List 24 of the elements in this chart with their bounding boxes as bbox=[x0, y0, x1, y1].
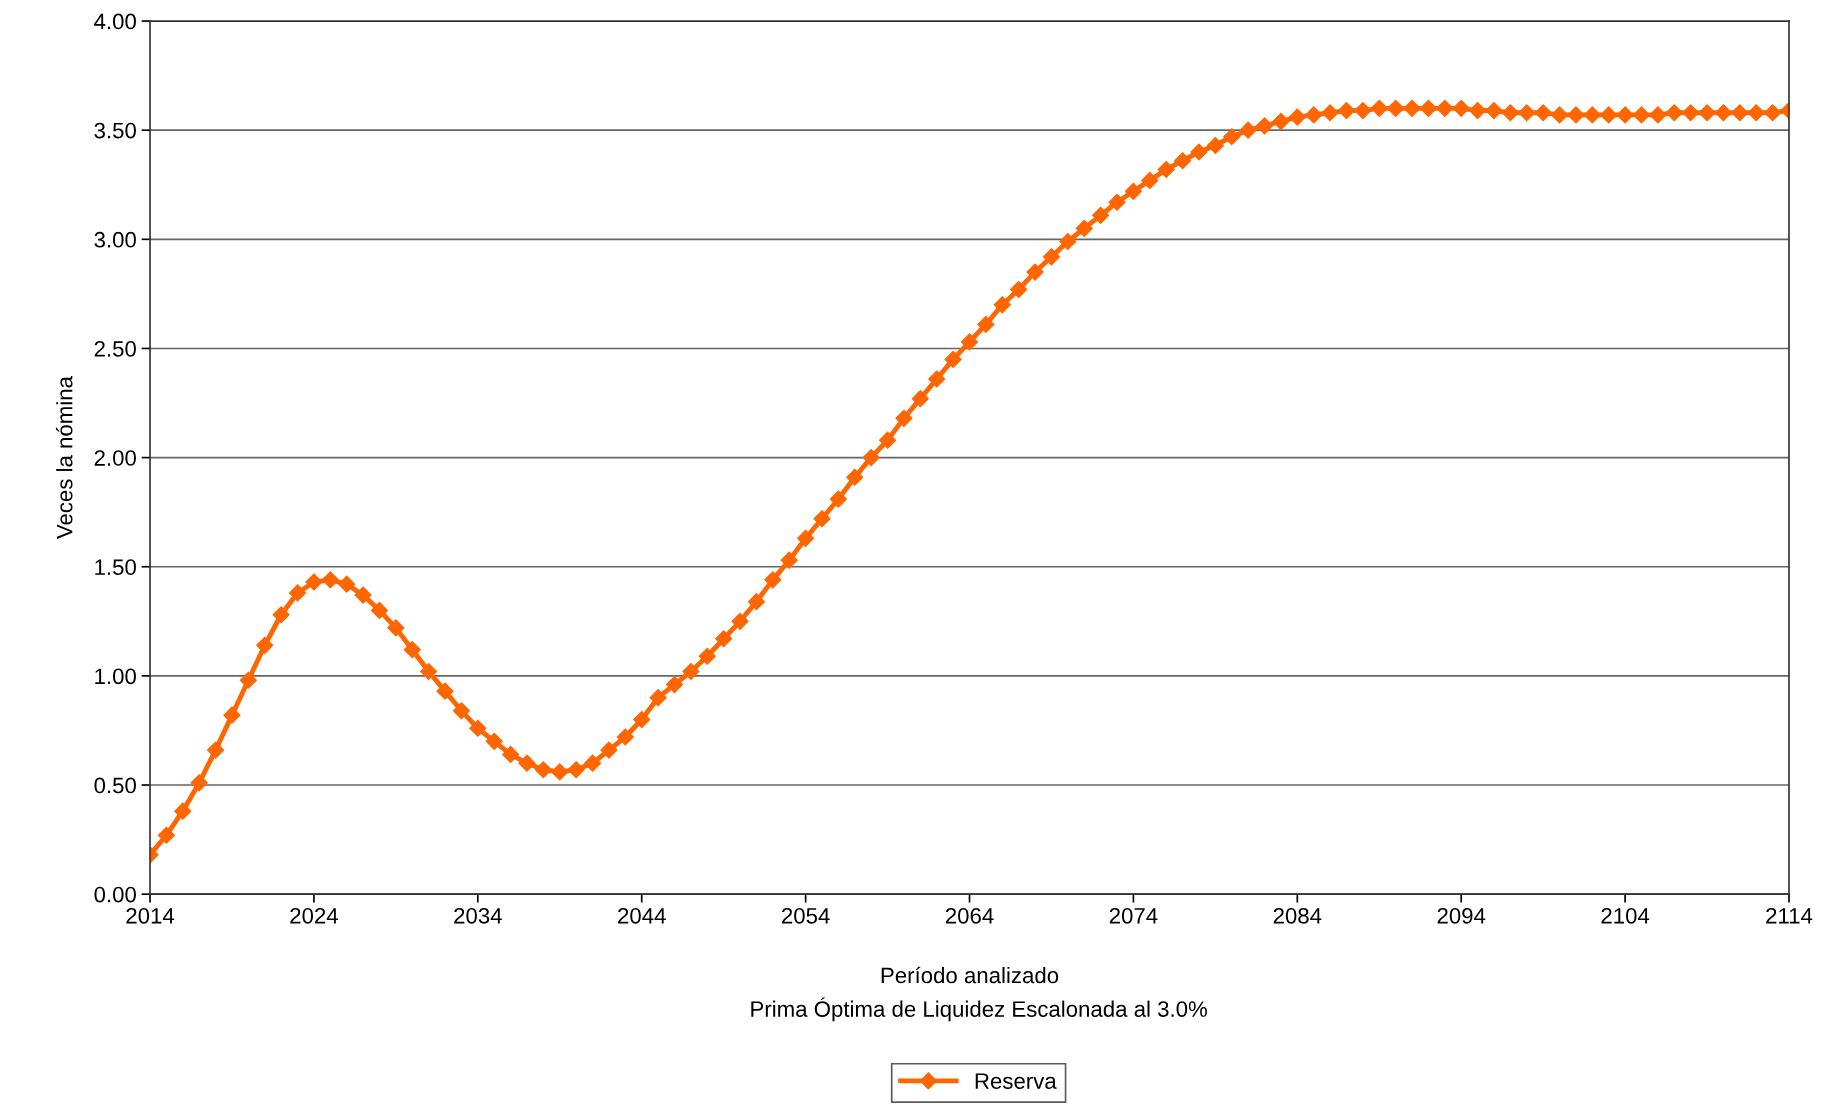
y-tick-label: 0.50 bbox=[94, 777, 136, 794]
x-tick-label: 2094 bbox=[1437, 907, 1486, 924]
x-tick-label: 2114 bbox=[1766, 907, 1813, 924]
x-tick-label: 2104 bbox=[1601, 907, 1650, 924]
x-tick-label: 2074 bbox=[1109, 907, 1158, 924]
x-axis-title: Período analizado bbox=[881, 966, 1059, 984]
x-tick-label: 2064 bbox=[945, 907, 994, 924]
y-tick-label: 3.00 bbox=[94, 231, 136, 248]
y-axis-title: Veces la nómina bbox=[55, 376, 73, 540]
legend-label: Reserva bbox=[975, 1073, 1057, 1089]
y-tick-label: 4.00 bbox=[94, 13, 136, 30]
y-tick-label: 2.00 bbox=[94, 450, 136, 466]
x-tick-label: 2034 bbox=[454, 907, 502, 924]
y-tick-label: 1.50 bbox=[95, 559, 136, 576]
text: Prima Óptima de Liquidez Escalonada al 3.0% bbox=[751, 997, 1207, 1022]
y-tick-label: 3.50 bbox=[94, 122, 136, 139]
y-tick-label: 2.50 bbox=[94, 341, 136, 357]
x-tick-label: 2044 bbox=[618, 907, 666, 924]
x-tick-label: 2014 bbox=[126, 907, 175, 924]
x-tick-label: 2054 bbox=[782, 907, 830, 924]
x-tick-label: 2084 bbox=[1273, 907, 1322, 924]
y-tick-label: 1.00 bbox=[95, 668, 136, 685]
x-tick-label: 2024 bbox=[290, 907, 338, 924]
y-tick-label: 0.00 bbox=[94, 886, 136, 903]
